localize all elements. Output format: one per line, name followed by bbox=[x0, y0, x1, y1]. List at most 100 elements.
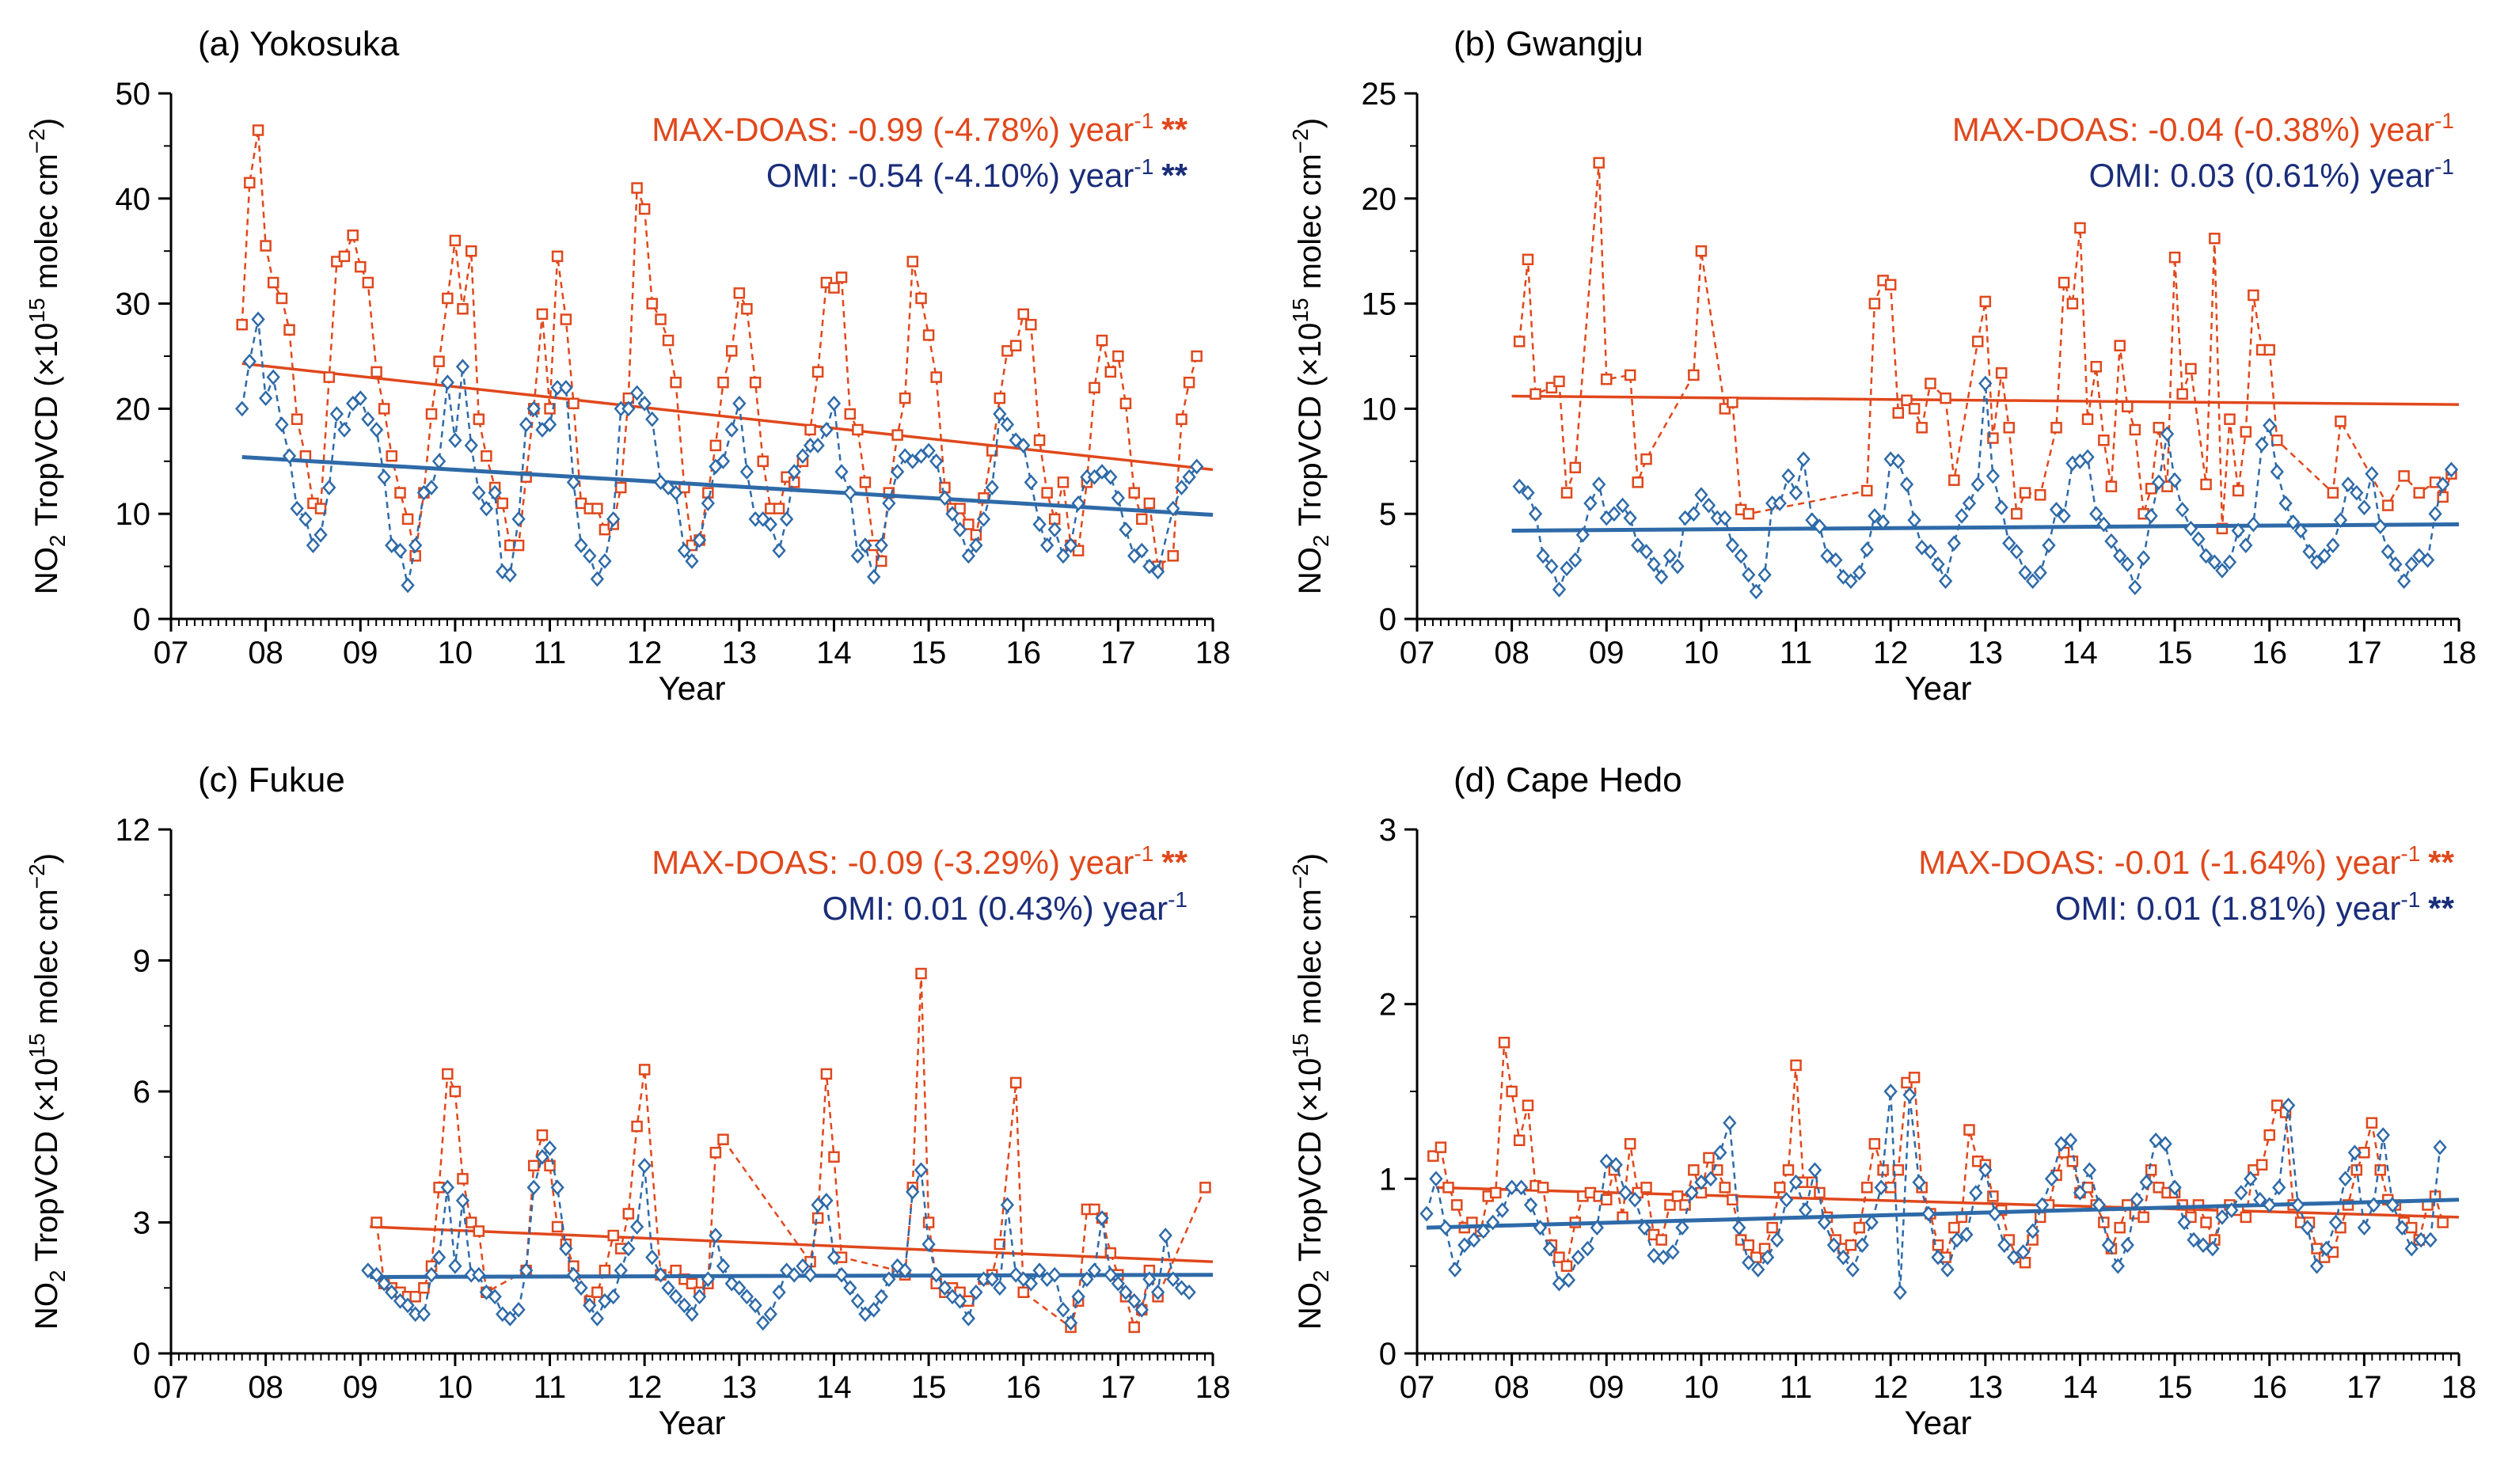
x-tick-label: 07 bbox=[154, 636, 189, 670]
data-point-diamond bbox=[440, 1179, 454, 1196]
data-point-diamond bbox=[1580, 1240, 1595, 1257]
data-point-diamond bbox=[314, 526, 328, 543]
data-point-diamond bbox=[629, 385, 644, 401]
data-point-square bbox=[2034, 489, 2046, 501]
data-point-diamond bbox=[455, 359, 470, 375]
data-point-square bbox=[1688, 1164, 1700, 1176]
chart-title: (a) Yokosuka bbox=[198, 25, 400, 63]
data-point-diamond bbox=[2089, 506, 2103, 522]
data-point-diamond bbox=[251, 311, 265, 328]
data-point-diamond bbox=[2215, 1209, 2229, 1225]
data-point-diamond bbox=[819, 422, 834, 438]
data-point-diamond bbox=[519, 1262, 534, 1279]
data-point-square bbox=[757, 455, 769, 468]
data-point-square bbox=[915, 967, 927, 980]
x-tick-label: 08 bbox=[1494, 636, 1530, 670]
data-point-square bbox=[433, 355, 445, 367]
series-maxdoas bbox=[1427, 1036, 2460, 1272]
data-point-square bbox=[631, 182, 643, 194]
data-point-square bbox=[1009, 1076, 1022, 1089]
data-point-diamond bbox=[796, 448, 810, 465]
data-point-diamond bbox=[843, 484, 857, 501]
data-point-diamond bbox=[401, 1297, 415, 1314]
data-point-diamond bbox=[2113, 548, 2127, 564]
data-point-square bbox=[1640, 453, 1652, 465]
data-point-diamond bbox=[993, 406, 1007, 422]
data-point-diamond bbox=[2255, 436, 2269, 453]
data-point-diamond bbox=[2317, 548, 2331, 564]
data-point-square bbox=[1664, 1199, 1676, 1211]
data-point-diamond bbox=[606, 510, 621, 527]
data-point-diamond bbox=[2092, 1197, 2107, 1213]
data-point-diamond bbox=[2350, 484, 2364, 501]
data-point-diamond bbox=[519, 416, 534, 433]
data-point-diamond bbox=[1607, 506, 1621, 522]
data-point-square bbox=[291, 413, 303, 425]
data-point-square bbox=[2263, 1129, 2275, 1141]
data-point-square bbox=[2090, 361, 2103, 373]
data-point-diamond bbox=[1119, 522, 1133, 538]
data-point-diamond bbox=[2225, 1202, 2239, 1218]
series-line bbox=[1432, 1042, 2444, 1269]
trend-annotation: MAX-DOAS: -0.09 (-3.29%) year-1 ** bbox=[652, 841, 1188, 881]
data-point-diamond bbox=[1912, 1174, 1926, 1190]
y-axis-label: NO2 TropVCD (×1015 molec cm−2) bbox=[25, 118, 70, 594]
data-point-square bbox=[622, 1208, 635, 1220]
data-point-diamond bbox=[1907, 512, 1921, 529]
data-point-diamond bbox=[2263, 417, 2277, 434]
data-point-diamond bbox=[1486, 1214, 1500, 1231]
data-point-square bbox=[536, 308, 549, 321]
data-point-diamond bbox=[2191, 531, 2206, 547]
y-tick-label: 5 bbox=[1379, 497, 1396, 532]
x-tick-label: 18 bbox=[2442, 1370, 2477, 1405]
data-point-diamond bbox=[763, 1306, 777, 1323]
data-point-square bbox=[1593, 157, 1605, 169]
data-point-square bbox=[1948, 1221, 1960, 1234]
x-tick-label: 10 bbox=[1684, 1370, 1720, 1405]
data-point-square bbox=[2081, 1182, 2094, 1194]
x-axis-label: Year bbox=[1905, 670, 1972, 707]
x-tick-label: 09 bbox=[1589, 1370, 1624, 1405]
data-point-square bbox=[2161, 480, 2173, 492]
data-point-square bbox=[591, 1286, 603, 1299]
data-point-diamond bbox=[922, 1236, 936, 1252]
data-point-diamond bbox=[1628, 1191, 1642, 1208]
data-point-diamond bbox=[369, 1266, 384, 1283]
data-point-diamond bbox=[511, 510, 526, 527]
data-point-square bbox=[2168, 251, 2181, 264]
data-point-square bbox=[1742, 507, 1754, 520]
data-point-diamond bbox=[1686, 506, 1701, 522]
data-point-diamond bbox=[2080, 449, 2095, 465]
data-point-diamond bbox=[1788, 1174, 1803, 1190]
chart-panel-0: 07 08 09 10 11 12 13 14 15 16 17 18 0 10 20 30 40 50 (a) Y… bbox=[25, 25, 1230, 707]
data-point-diamond bbox=[1134, 1301, 1149, 1318]
data-point-diamond bbox=[937, 490, 952, 507]
data-point-diamond bbox=[385, 1284, 399, 1300]
data-point-diamond bbox=[1749, 583, 1763, 600]
data-point-diamond bbox=[2018, 564, 2032, 581]
data-point-square bbox=[717, 1133, 729, 1145]
data-point-diamond bbox=[1694, 1174, 1708, 1190]
data-point-diamond bbox=[1675, 1220, 1689, 1236]
data-point-diamond bbox=[542, 416, 557, 433]
data-point-square bbox=[2145, 483, 2157, 495]
y-axis-label: NO2 TropVCD (×1015 molec cm−2) bbox=[1288, 118, 1333, 594]
data-point-diamond bbox=[1902, 1087, 1917, 1103]
data-point-diamond bbox=[1142, 1271, 1157, 1288]
data-point-diamond bbox=[1150, 564, 1165, 580]
data-point-diamond bbox=[266, 369, 280, 385]
data-point-diamond bbox=[669, 484, 683, 501]
data-point-square bbox=[1017, 1286, 1029, 1299]
data-point-diamond bbox=[1448, 1262, 1462, 1277]
data-point-diamond bbox=[1571, 1249, 1586, 1266]
data-point-diamond bbox=[2244, 1171, 2258, 1187]
data-point-square bbox=[811, 1212, 824, 1224]
data-point-diamond bbox=[1796, 451, 1811, 468]
data-point-diamond bbox=[692, 1289, 707, 1305]
data-point-square bbox=[891, 429, 903, 441]
data-point-diamond bbox=[2073, 1185, 2088, 1201]
data-point-diamond bbox=[732, 1280, 747, 1296]
x-tick-label: 08 bbox=[248, 636, 283, 670]
data-point-square bbox=[1963, 1124, 1975, 1136]
